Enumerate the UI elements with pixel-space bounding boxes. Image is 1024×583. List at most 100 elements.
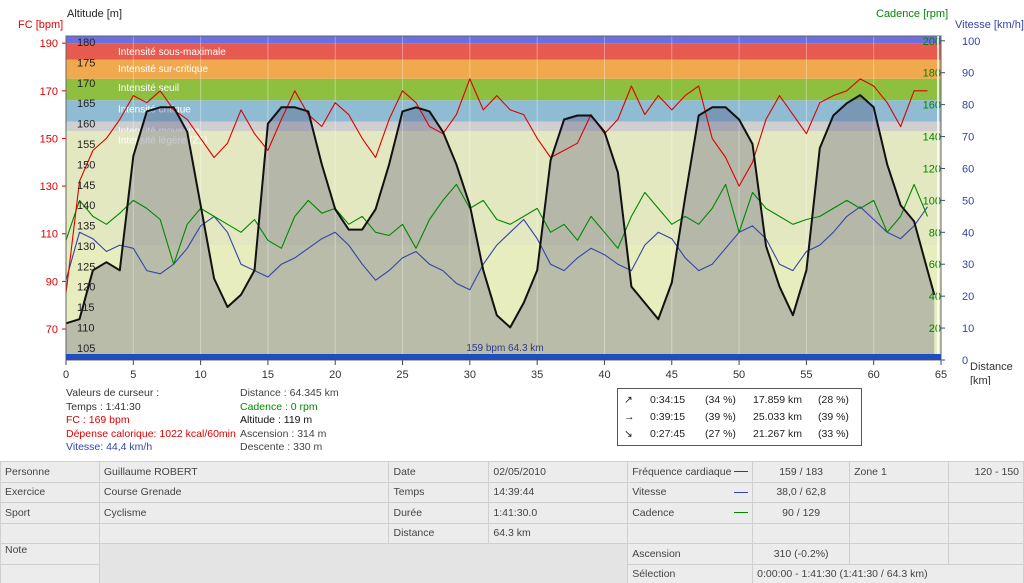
stats-time: 0:27:45 bbox=[650, 428, 686, 440]
cadence-value: 90 / 129 bbox=[752, 502, 851, 524]
cursor-label: 159 bpm 64.3 km bbox=[466, 343, 543, 354]
cadence-tick-label: 120 bbox=[923, 163, 941, 175]
stats-time-pct: (27 %) bbox=[705, 428, 736, 440]
stats-row-downhill: ↘ 0:27:45 (27 %) 21.267 km (33 %) bbox=[618, 428, 861, 444]
cursor-bar bbox=[66, 354, 941, 360]
series-lines bbox=[65, 78, 936, 329]
cadence-tick-label: 180 bbox=[923, 68, 941, 80]
workout-chart[interactable]: Intensité sous-maximale Intensité sur-cri… bbox=[0, 0, 1024, 385]
hr-tick-label: 150 bbox=[40, 133, 58, 145]
empty-cell bbox=[849, 481, 949, 503]
cursor-speed: Vitesse: 44,4 km/h bbox=[66, 441, 153, 453]
x-tick-label: 65 bbox=[935, 369, 947, 381]
x-tick-label: 50 bbox=[733, 369, 745, 381]
x-tick-label: 45 bbox=[666, 369, 678, 381]
altitude-tick-label: 130 bbox=[77, 241, 95, 253]
x-axis-label: Distance bbox=[970, 361, 1013, 373]
altitude-tick-label: 155 bbox=[77, 139, 95, 151]
ascension-label: Ascension bbox=[627, 543, 754, 565]
empty-cell bbox=[947, 502, 1024, 524]
hr-tick-label: 70 bbox=[46, 324, 58, 336]
hr-tick-label: 110 bbox=[40, 229, 58, 241]
x-tick-label: 30 bbox=[464, 369, 476, 381]
zone-band bbox=[66, 78, 941, 101]
speed-tick-label: 40 bbox=[962, 227, 974, 239]
altitude-tick-label: 120 bbox=[77, 282, 95, 294]
workout-info-table: Personne Guillaume ROBERT Date 02/05/201… bbox=[0, 461, 1024, 583]
cadence-axis-label: Cadence [rpm] bbox=[876, 8, 948, 20]
cursor-ascent: Ascension : 314 m bbox=[240, 427, 327, 440]
zone-label: Intensité légère (Z1) bbox=[118, 135, 208, 146]
stats-dist: 21.267 km bbox=[753, 428, 803, 440]
table-row: Note Ascension 310 (-0.2%) bbox=[0, 543, 1024, 583]
personne-label: Personne bbox=[0, 461, 100, 483]
distance-value: 64.3 km bbox=[488, 522, 629, 544]
altitude-tick-label: 180 bbox=[77, 37, 95, 49]
x-tick-label: 10 bbox=[194, 369, 206, 381]
cursor-time: Temps : 1:41:30 bbox=[66, 400, 141, 413]
cursor-values-left: Valeurs de curseur : Temps : 1:41:30 FC … bbox=[66, 387, 236, 455]
altitude-tick-label: 150 bbox=[77, 159, 95, 171]
x-tick-label: 15 bbox=[262, 369, 274, 381]
altitude-area bbox=[66, 95, 935, 360]
empty-cell bbox=[947, 522, 1024, 544]
flat-icon: → bbox=[624, 411, 635, 423]
zone-band bbox=[66, 121, 941, 132]
sport-label: Sport bbox=[0, 502, 100, 524]
zone-band bbox=[66, 59, 941, 79]
vitesse-legend-line bbox=[734, 491, 749, 493]
series-line-altitude bbox=[65, 94, 936, 329]
zone-band bbox=[66, 100, 941, 122]
zone-value: 120 - 150 bbox=[947, 461, 1024, 483]
empty-cell bbox=[752, 522, 851, 544]
empty-cell bbox=[849, 522, 949, 544]
date-value: 02/05/2010 bbox=[488, 461, 629, 483]
exercice-label: Exercice bbox=[0, 481, 100, 503]
altitude-tick-label: 140 bbox=[77, 200, 95, 212]
personne-value[interactable]: Guillaume ROBERT bbox=[98, 461, 390, 483]
x-tick-label: 5 bbox=[130, 369, 136, 381]
altitude-tick-label: 135 bbox=[77, 221, 95, 233]
zone-band-top bbox=[66, 36, 941, 44]
date-label: Date bbox=[388, 461, 490, 483]
uphill-icon: ↗ bbox=[624, 394, 633, 406]
cursor-altitude: Altitude : 119 m bbox=[240, 414, 313, 426]
heure-value: 14:39:44 bbox=[488, 481, 629, 503]
speed-tick-label: 90 bbox=[962, 68, 974, 80]
altitude-tick-label: 105 bbox=[77, 343, 95, 355]
exercice-value[interactable]: Course Grenade bbox=[98, 481, 390, 503]
zone-label: Intensité sous-maximale bbox=[118, 47, 226, 58]
speed-tick-label: 100 bbox=[962, 36, 980, 48]
x-tick-label: 60 bbox=[868, 369, 880, 381]
empty-cell bbox=[627, 522, 754, 544]
speed-tick-label: 70 bbox=[962, 132, 974, 144]
selection-value: 0:00:00 - 1:41:30 (1:41:30 / 64.3 km) bbox=[752, 563, 1024, 583]
stats-dist-pct: (28 %) bbox=[818, 394, 849, 406]
sport-value[interactable]: Cyclisme bbox=[98, 502, 390, 524]
stats-time-pct: (39 %) bbox=[705, 411, 736, 423]
altitude-tick-label: 145 bbox=[77, 180, 95, 192]
altitude-tick-label: 115 bbox=[77, 302, 95, 314]
vitesse-value: 38,0 / 62,8 bbox=[752, 481, 851, 503]
speed-tick-label: 10 bbox=[962, 323, 974, 335]
cadence-tick-label: 60 bbox=[929, 259, 941, 271]
altitude-axis-label: Altitude [m] bbox=[67, 8, 122, 20]
downhill-icon: ↘ bbox=[624, 428, 633, 440]
empty-cell bbox=[0, 522, 100, 544]
note-field[interactable] bbox=[98, 543, 629, 583]
cadence-label-text: Cadence bbox=[632, 506, 675, 519]
empty-cell bbox=[849, 502, 949, 524]
table-row: Sport Cyclisme Durée 1:41:30.0 Cadence 9… bbox=[0, 502, 1024, 524]
series-line-fc bbox=[65, 78, 928, 294]
cursor-descent: Descente : 330 m bbox=[240, 441, 323, 453]
empty-cell bbox=[947, 481, 1024, 503]
table-row: Exercice Course Grenade Temps 14:39:44 V… bbox=[0, 481, 1024, 503]
altitude-tick-label: 125 bbox=[77, 261, 95, 273]
vitesse-label: Vitesse bbox=[627, 481, 754, 503]
distance-label: Distance bbox=[388, 522, 490, 544]
hr-tick-label: 190 bbox=[40, 38, 58, 50]
cadence-tick-label: 140 bbox=[923, 132, 941, 144]
speed-tick-label: 50 bbox=[962, 195, 974, 207]
x-tick-label: 35 bbox=[531, 369, 543, 381]
fc-label-text: Fréquence cardiaque bbox=[632, 465, 732, 478]
